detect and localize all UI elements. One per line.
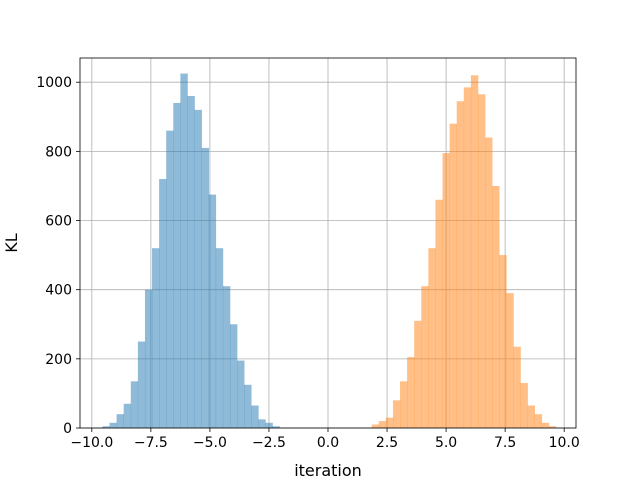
y-tick-label: 200 [45,352,72,368]
histogram-bar-series-2 [414,320,422,428]
histogram-bar-series-2 [513,346,521,428]
x-tick-label: −10.0 [70,435,113,451]
y-tick-label: 0 [63,421,72,437]
histogram-bar-series-1 [159,179,167,428]
axis-ticks: −10.0 −7.5 −5.0 −2.5 0.0 2.5 5.0 7.5 10.0 0 200 400… [36,75,579,451]
histogram-bar-series-1 [123,403,132,428]
histogram-bar-series-1 [166,130,174,428]
histogram-bars [102,73,557,429]
histogram-bar-series-1 [265,422,273,428]
histogram-bar-series-2 [541,422,550,428]
histogram-bar-series-2 [428,248,436,428]
histogram-bar-series-1 [229,324,238,428]
histogram-bar-series-1 [102,426,110,428]
histogram-bar-series-2 [371,424,380,428]
histogram-bar-series-2 [534,414,543,428]
histogram-bar-series-1 [116,414,124,428]
histogram-bar-series-1 [180,73,188,429]
histogram-bar-series-1 [109,422,117,428]
histogram-bar-series-1 [258,419,266,428]
x-tick-label: 10.0 [549,435,580,451]
histogram-bar-series-2 [520,383,528,428]
histogram-bar-series-2 [499,255,507,428]
histogram-bar-series-1 [144,289,153,428]
x-tick-label: 7.5 [494,435,516,451]
x-tick-label: 0.0 [317,435,339,451]
histogram-bar-series-1 [244,384,252,428]
histogram-bar-series-2 [477,94,486,428]
histogram-bar-series-1 [194,109,202,429]
histogram-bar-series-2 [470,75,479,428]
histogram-bar-series-2 [506,293,514,428]
histogram-bar-series-2 [442,153,450,429]
histogram-bar-series-2 [492,185,500,428]
histogram-bar-series-2 [548,426,557,428]
histogram-bar-series-2 [463,87,472,429]
y-tick-label: 600 [45,214,72,230]
histogram-bar-series-1 [272,426,280,428]
histogram-bar-series-2 [385,417,394,428]
histogram-bar-series-1 [237,360,245,428]
histogram-bar-series-1 [187,96,195,428]
histogram-bar-series-1 [130,381,139,428]
x-tick-label: 2.5 [376,435,398,451]
histogram-bar-series-1 [173,102,181,428]
histogram-bar-series-2 [449,123,458,429]
histogram-bar-series-1 [137,341,146,428]
histogram-bar-series-1 [251,405,259,428]
y-tick-label: 800 [45,144,72,160]
histogram-bar-series-2 [485,137,493,428]
histogram-bar-series-2 [400,381,408,428]
histogram-bar-series-2 [392,400,401,428]
x-axis-title: iteration [294,461,362,480]
histogram-bar-series-2 [378,421,387,428]
histogram-bar-series-1 [222,286,231,428]
histogram-bar-series-2 [407,357,415,428]
y-tick-label: 1000 [36,75,72,91]
histogram-bar-series-2 [421,286,429,428]
histogram-bar-series-1 [208,194,217,428]
histogram-bar-series-1 [215,248,224,428]
x-tick-label: −7.5 [134,435,168,451]
histogram-bar-series-2 [527,405,535,428]
y-axis-title: KL [2,233,21,252]
x-tick-label: 5.0 [435,435,457,451]
histogram-bar-series-1 [152,248,160,428]
histogram-bar-series-2 [435,199,443,428]
x-tick-label: −5.0 [193,435,227,451]
histogram-bar-series-2 [456,101,465,428]
histogram-bar-series-1 [201,147,210,428]
y-tick-label: 400 [45,283,72,299]
x-tick-label: −2.5 [252,435,286,451]
